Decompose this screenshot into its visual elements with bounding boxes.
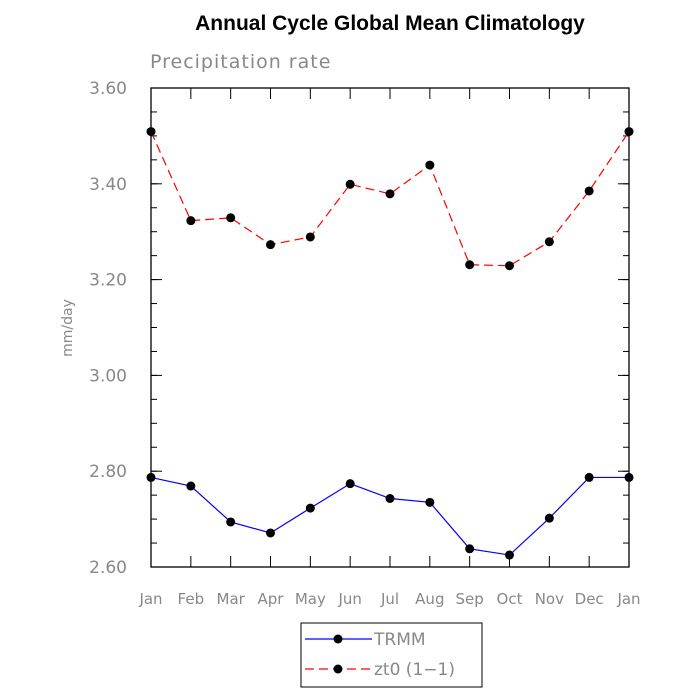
series-point-0	[226, 517, 236, 527]
series-point-0	[186, 481, 196, 491]
x-tick-label: Sep	[456, 590, 484, 608]
series-point-1	[544, 237, 554, 247]
axis-ticks	[150, 87, 630, 568]
series-point-0	[385, 494, 395, 504]
x-tick-labels: Jan Feb Mar Apr May Jun Jul Aug Sep Oct Nov Dec Jan	[138, 590, 640, 608]
x-tick-label: Feb	[178, 590, 205, 608]
x-tick-label: Apr	[258, 590, 285, 608]
y-tick-label: 2.80	[89, 462, 127, 482]
x-tick-label: Dec	[575, 590, 604, 608]
chart-subtitle: Precipitation rate	[150, 51, 331, 73]
series-point-0	[544, 513, 554, 523]
series-point-1	[425, 160, 435, 170]
series-point-1	[146, 127, 156, 137]
series-point-0	[146, 472, 156, 482]
y-tick-label: 3.00	[89, 366, 127, 386]
series-point-1	[345, 179, 355, 189]
legend-label-trmm: TRMM	[373, 630, 426, 650]
series-point-0	[624, 472, 634, 482]
x-tick-label: Mar	[217, 590, 246, 608]
legend-box	[300, 622, 483, 688]
series-point-0	[505, 550, 514, 560]
series-point-1	[584, 186, 594, 196]
series-group	[146, 127, 634, 560]
y-tick-label: 3.20	[89, 271, 127, 291]
x-tick-label: Aug	[415, 590, 444, 608]
series-point-1	[266, 240, 275, 250]
x-tick-label: Jul	[380, 590, 399, 608]
x-tick-label: May	[295, 590, 326, 608]
y-tick-labels: 2.60 2.80 3.00 3.20 3.40 3.60	[89, 79, 127, 578]
x-tick-label: Oct	[497, 590, 523, 608]
y-tick-label: 2.60	[89, 558, 127, 578]
series-line-1	[150, 131, 630, 267]
chart-title: Annual Cycle Global Mean Climatology	[195, 12, 585, 35]
legend-label-zt0: zt0 (1−1)	[374, 660, 455, 680]
series-point-0	[305, 503, 315, 513]
series-point-1	[624, 127, 634, 137]
y-tick-label: 3.60	[89, 79, 127, 99]
x-tick-label: Nov	[535, 590, 564, 608]
x-tick-label: Jan	[616, 590, 640, 608]
series-point-1	[505, 261, 514, 271]
y-tick-label: 3.40	[89, 175, 127, 195]
legend: TRMM zt0 (1−1)	[300, 622, 483, 688]
x-tick-label: Jan	[138, 590, 162, 608]
series-point-0	[465, 544, 475, 554]
series-point-1	[465, 260, 475, 270]
x-tick-label: Jun	[337, 590, 361, 608]
legend-marker-trmm	[333, 634, 343, 644]
series-point-1	[186, 216, 196, 226]
series-point-1	[305, 232, 315, 242]
series-point-1	[385, 189, 395, 199]
legend-marker-zt0	[333, 664, 343, 674]
series-point-0	[345, 479, 355, 489]
series-line-0	[150, 476, 629, 556]
series-point-1	[226, 213, 236, 223]
series-point-0	[266, 528, 275, 538]
series-point-0	[425, 497, 435, 507]
series-point-0	[584, 472, 594, 482]
y-axis-label: mm/day	[60, 299, 76, 357]
